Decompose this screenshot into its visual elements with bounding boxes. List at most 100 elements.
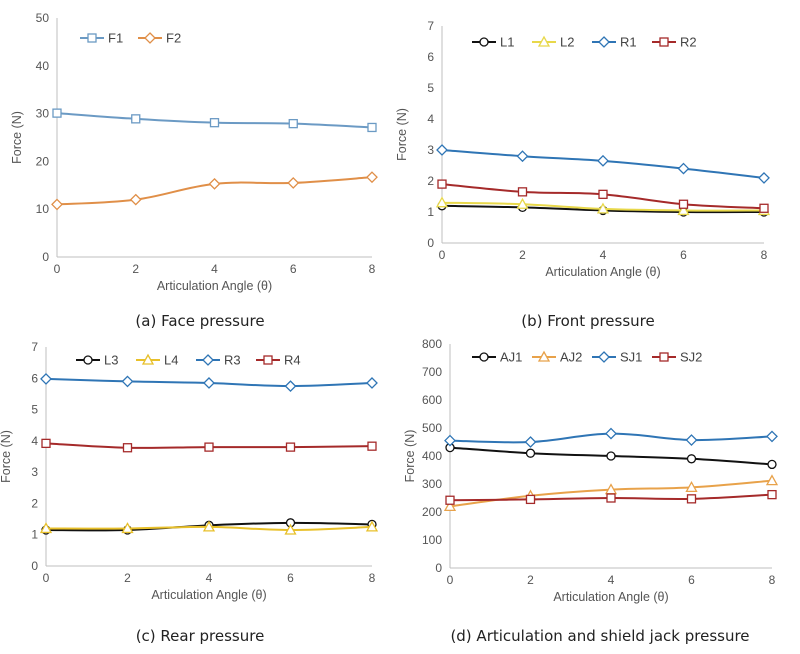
x-tick-label: 2 (519, 248, 526, 262)
y-axis-label: Force (N) (395, 108, 409, 161)
y-tick-label: 600 (422, 393, 442, 407)
data-point-R2 (759, 203, 769, 213)
x-axis-label: Articulation Angle (θ) (151, 588, 266, 602)
legend-entry-R2: R2 (652, 35, 697, 50)
legend-entry-SJ2: SJ2 (652, 350, 702, 365)
chart-panel-a: 0 10 20 30 40 50 0 2 4 6 8 Articulation Angle (θ) Fo… (0, 0, 400, 300)
data-point-R4 (122, 443, 133, 453)
data-point-SJ1 (685, 434, 698, 446)
legend-entry-L2: L2 (532, 35, 574, 50)
data-point-R4 (204, 442, 214, 452)
y-tick-label: 500 (422, 421, 442, 435)
data-point-L4 (39, 522, 53, 534)
x-tick-label: 8 (761, 248, 768, 262)
data-point-L4 (202, 520, 216, 532)
legend-marker (537, 350, 551, 362)
data-point-AJ2 (443, 500, 457, 512)
data-point-AJ1 (525, 448, 536, 458)
legend-marker (479, 37, 489, 47)
legend-entry-L3: L3 (76, 353, 118, 368)
series-R1 (436, 144, 770, 184)
legend-marker (83, 355, 93, 365)
chart-d: 0 100 200 300 400 500 600 700 800 0 2 4 6 8 Articulati… (403, 337, 779, 604)
y-tick-label: 40 (36, 59, 50, 73)
series-F1 (52, 108, 377, 133)
legend-label: L2 (560, 35, 574, 50)
y-tick-label: 4 (31, 434, 38, 448)
data-point-R2 (678, 199, 689, 209)
data-point-AJ2 (685, 481, 698, 493)
x-tick-label: 4 (608, 573, 615, 587)
data-point-L2 (435, 196, 449, 208)
legend-entry-R3: R3 (196, 353, 241, 368)
caption-a: (a) Face pressure (135, 312, 265, 330)
legend-entry-L4: L4 (136, 353, 178, 368)
x-tick-label: 0 (439, 248, 446, 262)
legend-marker (87, 33, 97, 43)
chart-panel-c: 0 1 2 3 4 5 6 7 0 2 4 6 8 Articulation Angle (θ) Force… (0, 330, 400, 630)
legend-entry-R1: R1 (592, 35, 637, 50)
legend-label: L4 (164, 353, 178, 368)
data-point-R2 (517, 187, 528, 197)
data-point-R3 (366, 377, 378, 389)
data-point-SJ1 (766, 430, 778, 443)
chart-b: 0 1 2 3 4 5 6 7 0 2 4 6 8 Articulation Angle (θ) Force… (395, 19, 771, 279)
data-point-L2 (677, 204, 690, 216)
data-point-F1 (209, 118, 220, 128)
legend-entry-F2: F2 (138, 31, 181, 46)
y-tick-label: 0 (435, 561, 442, 575)
y-tick-label: 4 (427, 112, 434, 126)
data-point-R1 (677, 162, 690, 175)
series-AJ2 (443, 474, 779, 512)
x-tick-label: 2 (527, 573, 534, 587)
data-point-R4 (41, 438, 51, 449)
data-point-R3 (40, 372, 52, 385)
data-point-R1 (516, 150, 529, 163)
y-axis-label: Force (N) (10, 111, 24, 164)
data-point-F1 (288, 118, 298, 129)
chart-a: 0 10 20 30 40 50 0 2 4 6 8 Articulation Angle (θ) Fo… (10, 11, 378, 293)
series-SJ1 (444, 427, 778, 448)
data-point-R3 (284, 380, 297, 393)
series-AJ1 (445, 442, 777, 470)
data-point-R1 (758, 171, 770, 184)
data-point-F1 (52, 108, 62, 118)
data-point-SJ1 (444, 434, 456, 447)
legend-entry-F1: F1 (80, 31, 123, 46)
x-tick-label: 0 (447, 573, 454, 587)
legend-label: SJ2 (680, 350, 702, 365)
data-point-SJ1 (524, 436, 537, 448)
legend-entry-SJ1: SJ1 (592, 350, 642, 365)
y-tick-label: 6 (427, 50, 434, 64)
data-point-L4 (121, 522, 134, 534)
y-tick-label: 3 (427, 143, 434, 157)
legend-label: R4 (284, 353, 301, 368)
y-tick-label: 7 (31, 340, 38, 354)
y-tick-label: 0 (427, 236, 434, 250)
data-point-F2 (366, 171, 378, 184)
x-axis-label: Articulation Angle (θ) (553, 590, 668, 604)
x-tick-label: 4 (600, 248, 607, 262)
legend-label: AJ2 (560, 350, 582, 365)
data-point-R2 (598, 189, 608, 199)
y-tick-label: 1 (31, 528, 38, 542)
data-point-R3 (203, 377, 215, 389)
legend-marker (141, 353, 155, 365)
series-SJ2 (445, 489, 777, 505)
legend-entry-L1: L1 (472, 35, 514, 50)
y-tick-label: 5 (31, 403, 38, 417)
x-tick-label: 2 (124, 571, 131, 585)
x-tick-label: 8 (369, 262, 376, 276)
legend-marker (537, 35, 551, 47)
legend-marker (659, 352, 669, 362)
data-point-F1 (367, 122, 377, 133)
data-point-AJ1 (606, 451, 616, 461)
y-axis-label: Force (N) (0, 430, 13, 483)
y-tick-label: 5 (427, 81, 434, 95)
y-tick-label: 800 (422, 337, 442, 351)
x-tick-label: 6 (287, 571, 294, 585)
data-point-F1 (131, 114, 141, 124)
legend-label: L3 (104, 353, 118, 368)
y-tick-label: 700 (422, 365, 442, 379)
y-tick-label: 6 (31, 371, 38, 385)
